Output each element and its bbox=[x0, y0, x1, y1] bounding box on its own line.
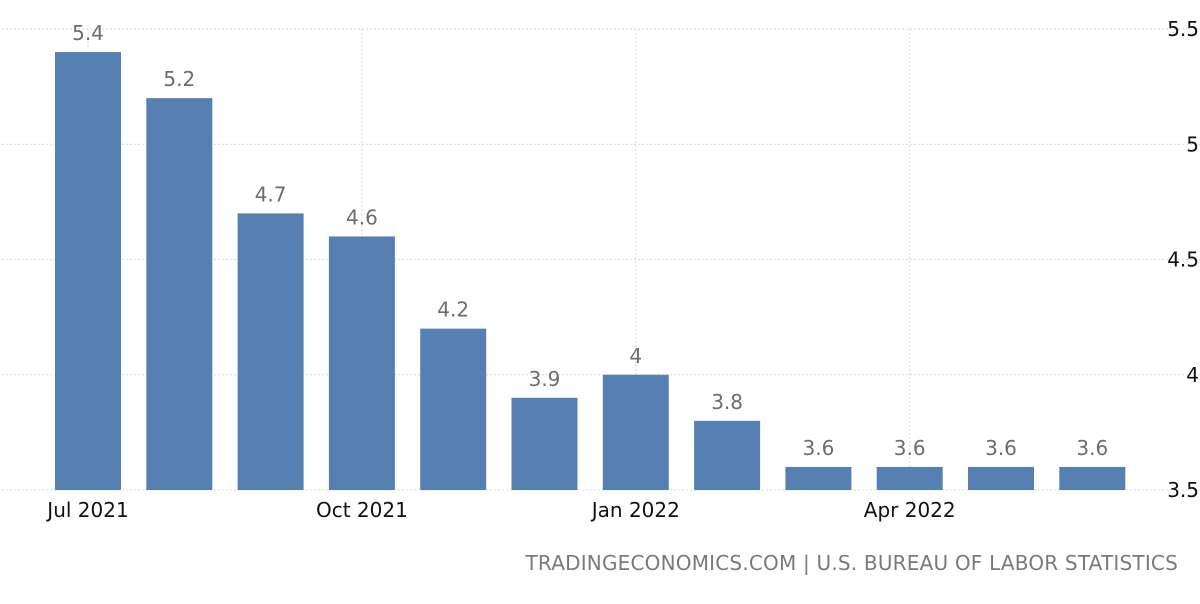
bar-value-label: 5.4 bbox=[72, 21, 104, 45]
y-tick-label: 3.5 bbox=[1167, 478, 1199, 502]
bar-mar-2022 bbox=[785, 466, 852, 490]
bar-jan-2022 bbox=[602, 374, 669, 490]
y-tick-label: 5 bbox=[1186, 132, 1199, 156]
x-tick-label: Apr 2022 bbox=[864, 498, 956, 522]
y-axis-ticks: 3.5 4 4.5 5 5.5 bbox=[1167, 17, 1199, 502]
bar-apr-2022 bbox=[876, 466, 943, 490]
x-tick-label: Jan 2022 bbox=[590, 498, 680, 522]
bar-value-label: 3.6 bbox=[1076, 436, 1108, 460]
x-tick-label: Oct 2021 bbox=[316, 498, 408, 522]
bar-value-label: 4 bbox=[629, 344, 642, 368]
bar-oct-2021 bbox=[328, 236, 395, 490]
bar-aug-2021 bbox=[146, 98, 213, 491]
bar-value-labels: 5.4 5.2 4.7 4.6 4.2 3.9 4 3.8 3.6 3.6 3.6 3.6 bbox=[72, 21, 1108, 460]
bar-value-label: 3.8 bbox=[711, 390, 743, 414]
bar-feb-2022 bbox=[694, 420, 761, 490]
bar-value-label: 3.6 bbox=[985, 436, 1017, 460]
bar-nov-2021 bbox=[420, 328, 487, 490]
y-tick-label: 4 bbox=[1186, 363, 1199, 387]
y-tick-label: 5.5 bbox=[1167, 17, 1199, 41]
bar-value-label: 3.6 bbox=[802, 436, 834, 460]
x-axis-ticks: Jul 2021 Oct 2021 Jan 2022 Apr 2022 bbox=[45, 498, 955, 522]
bar-value-label: 4.2 bbox=[437, 298, 469, 322]
bar-value-label: 4.6 bbox=[346, 205, 378, 229]
bar-jul-2021 bbox=[55, 52, 121, 491]
bar-may-2022 bbox=[968, 466, 1034, 490]
y-tick-label: 4.5 bbox=[1167, 248, 1199, 272]
bar-jun-2022 bbox=[1059, 466, 1126, 490]
bar-value-label: 4.7 bbox=[255, 182, 287, 206]
bar-value-label: 3.6 bbox=[894, 436, 926, 460]
bar-value-label: 3.9 bbox=[529, 367, 561, 391]
source-credit: TRADINGECONOMICS.COM | U.S. BUREAU OF LA… bbox=[525, 551, 1178, 575]
x-tick-label: Jul 2021 bbox=[45, 498, 128, 522]
bar-sep-2021 bbox=[237, 213, 304, 490]
bars bbox=[55, 52, 1126, 491]
bar-value-label: 5.2 bbox=[163, 67, 195, 91]
bar-dec-2021 bbox=[511, 397, 578, 490]
